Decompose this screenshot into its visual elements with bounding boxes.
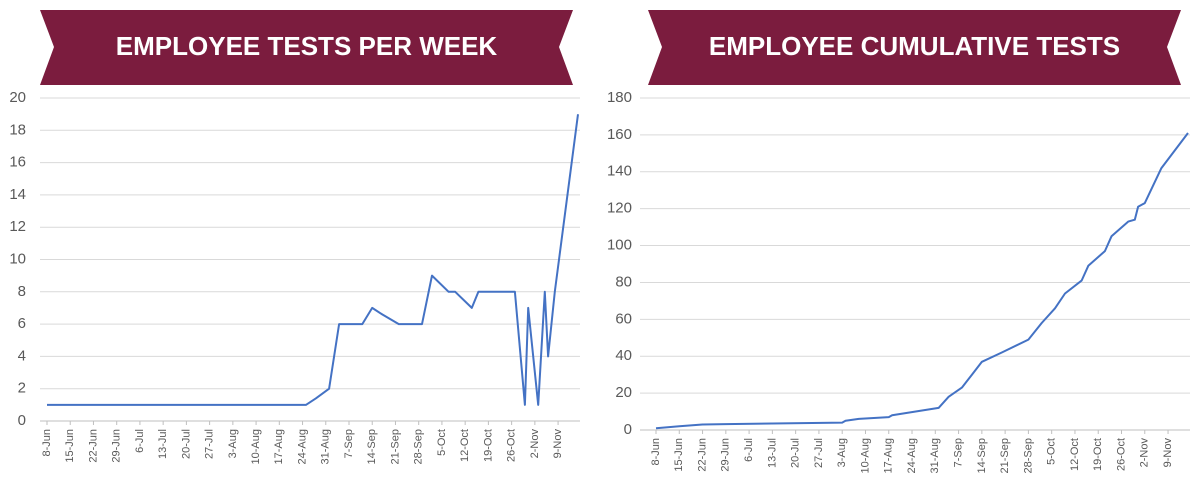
x-tick-label: 17-Aug bbox=[273, 429, 285, 464]
chart-title: EMPLOYEE TESTS PER WEEK bbox=[116, 31, 498, 61]
x-tick-label: 9-Nov bbox=[1162, 438, 1174, 468]
x-tick-label: 27-Jul bbox=[813, 438, 825, 468]
x-tick-label: 3-Aug bbox=[227, 429, 239, 458]
x-tick-label: 9-Nov bbox=[552, 429, 564, 459]
x-tick-label: 2-Nov bbox=[1139, 438, 1151, 468]
y-tick-label: 100 bbox=[607, 237, 632, 254]
y-tick-label: 18 bbox=[9, 121, 26, 138]
x-tick-label: 20-Jul bbox=[790, 438, 802, 468]
y-tick-label: 140 bbox=[607, 163, 632, 180]
x-tick-label: 26-Oct bbox=[1115, 438, 1127, 471]
x-tick-label: 12-Oct bbox=[459, 429, 471, 462]
x-tick-label: 15-Jun bbox=[64, 429, 76, 463]
y-tick-label: 2 bbox=[18, 380, 26, 397]
x-tick-label: 29-Jun bbox=[720, 438, 732, 472]
y-tick-label: 8 bbox=[18, 283, 26, 300]
x-tick-label: 31-Aug bbox=[929, 438, 941, 473]
x-tick-label: 5-Oct bbox=[436, 429, 448, 456]
y-tick-label: 60 bbox=[615, 310, 632, 327]
x-tick-label: 28-Sep bbox=[1022, 438, 1034, 473]
x-tick-label: 6-Jul bbox=[743, 438, 755, 462]
y-tick-label: 120 bbox=[607, 200, 632, 217]
x-tick-label: 8-Jun bbox=[650, 438, 662, 466]
x-tick-label: 13-Jul bbox=[766, 438, 778, 468]
x-tick-label: 19-Oct bbox=[1092, 438, 1104, 471]
x-tick-label: 28-Sep bbox=[413, 429, 425, 464]
y-tick-label: 10 bbox=[9, 250, 26, 267]
x-tick-label: 14-Sep bbox=[366, 429, 378, 464]
y-tick-label: 6 bbox=[18, 315, 26, 332]
x-tick-label: 7-Sep bbox=[952, 438, 964, 467]
x-tick-label: 8-Jun bbox=[41, 429, 53, 457]
y-tick-label: 20 bbox=[615, 384, 632, 401]
y-tick-label: 20 bbox=[9, 89, 26, 106]
x-tick-label: 24-Aug bbox=[906, 438, 918, 473]
y-tick-label: 0 bbox=[18, 412, 26, 429]
chart: EMPLOYEE CUMULATIVE TESTS 0 20 40 60 80 100 120… bbox=[607, 10, 1190, 473]
x-tick-label: 10-Aug bbox=[859, 438, 871, 473]
data-line bbox=[47, 114, 579, 406]
y-tick-label: 40 bbox=[615, 347, 632, 364]
title-banner bbox=[40, 10, 573, 85]
x-tick-label: 3-Aug bbox=[836, 438, 848, 467]
x-tick-label: 27-Jul bbox=[204, 429, 216, 459]
data-line bbox=[655, 132, 1189, 430]
y-tick-label: 80 bbox=[615, 273, 632, 290]
x-tick-label: 15-Jun bbox=[673, 438, 685, 472]
title-banner bbox=[648, 10, 1181, 85]
y-tick-label: 12 bbox=[9, 218, 26, 235]
y-tick-label: 14 bbox=[9, 186, 26, 203]
y-tick-label: 180 bbox=[607, 89, 632, 106]
chart: EMPLOYEE TESTS PER WEEK 0 2 4 6 8 10 12 14 16 18 20… bbox=[9, 10, 580, 464]
x-tick-label: 31-Aug bbox=[320, 429, 332, 464]
y-tick-label: 160 bbox=[607, 126, 632, 143]
y-tick-label: 4 bbox=[18, 347, 26, 364]
x-tick-label: 19-Oct bbox=[482, 429, 494, 462]
x-tick-label: 13-Jul bbox=[157, 429, 169, 459]
x-tick-label: 2-Nov bbox=[529, 429, 541, 459]
x-tick-label: 26-Oct bbox=[506, 429, 518, 462]
y-tick-label: 16 bbox=[9, 154, 26, 171]
x-tick-label: 21-Sep bbox=[389, 429, 401, 464]
x-tick-label: 22-Jun bbox=[696, 438, 708, 472]
x-tick-label: 22-Jun bbox=[87, 429, 99, 463]
x-tick-label: 14-Sep bbox=[976, 438, 988, 473]
x-tick-label: 20-Jul bbox=[180, 429, 192, 459]
chart-title: EMPLOYEE CUMULATIVE TESTS bbox=[709, 31, 1120, 61]
x-tick-label: 21-Sep bbox=[999, 438, 1011, 473]
x-tick-label: 24-Aug bbox=[296, 429, 308, 464]
x-tick-label: 29-Jun bbox=[111, 429, 123, 463]
x-tick-label: 5-Oct bbox=[1046, 438, 1058, 465]
x-tick-label: 12-Oct bbox=[1069, 438, 1081, 471]
x-tick-label: 6-Jul bbox=[134, 429, 146, 453]
x-tick-label: 7-Sep bbox=[343, 429, 355, 458]
x-tick-label: 17-Aug bbox=[883, 438, 895, 473]
y-tick-label: 0 bbox=[624, 421, 632, 438]
x-tick-label: 10-Aug bbox=[250, 429, 262, 464]
